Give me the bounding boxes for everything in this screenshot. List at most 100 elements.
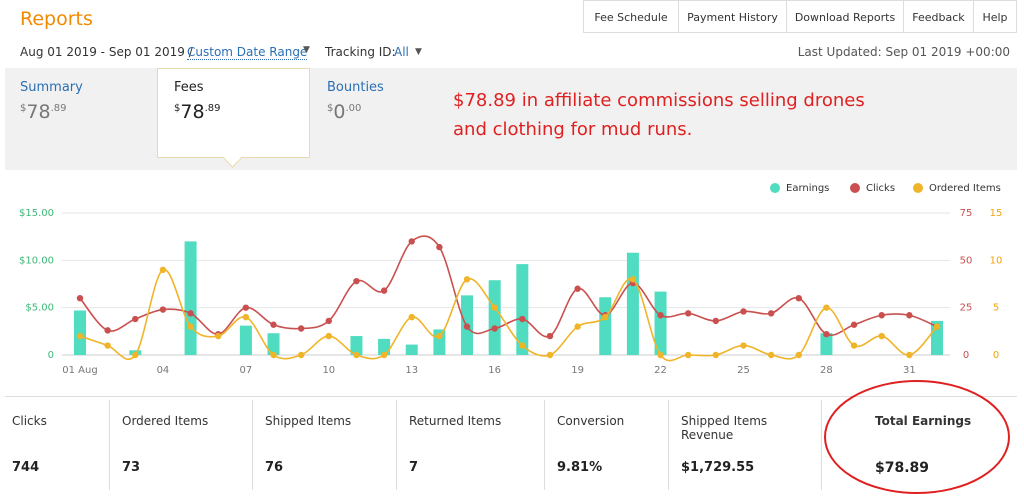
- legend-swatch: [850, 183, 860, 193]
- nav-button[interactable]: Help: [973, 0, 1017, 33]
- y3ticks-label: 0: [993, 350, 999, 361]
- point: [684, 310, 692, 317]
- last-updated: Last Updated: Sep 01 2019 +00:00: [797, 45, 1010, 59]
- point: [546, 351, 554, 359]
- x-tick-label: 04: [157, 365, 170, 376]
- dropdown-caret: ▼: [415, 47, 422, 57]
- x-tick-label: 25: [737, 365, 750, 376]
- point: [933, 323, 941, 330]
- tab-amount: $0.00: [327, 101, 384, 123]
- point: [657, 351, 664, 359]
- yticks-label: 0: [48, 350, 54, 361]
- point: [823, 330, 830, 338]
- point: [104, 327, 111, 334]
- stat-label: Returned Items: [409, 414, 502, 428]
- x-tick-label: 13: [405, 365, 418, 376]
- tracking-value[interactable]: All: [394, 45, 409, 59]
- nav-button[interactable]: Feedback: [903, 0, 974, 33]
- y2ticks-label: 50: [960, 255, 973, 266]
- stat-value: 73: [122, 460, 141, 475]
- point: [297, 325, 305, 332]
- x-tick-label: 01 Aug: [62, 365, 97, 376]
- custom-range[interactable]: Custom Date Range: [187, 45, 308, 60]
- point: [684, 351, 692, 359]
- tab-label: Bounties: [327, 80, 384, 95]
- point: [325, 317, 333, 325]
- stat: Clicks 744: [0, 400, 110, 490]
- point: [104, 342, 111, 349]
- point: [159, 306, 167, 313]
- point: [408, 238, 415, 245]
- x-tick-label: 16: [488, 365, 501, 376]
- point: [215, 332, 222, 340]
- legend-swatch: [770, 183, 780, 193]
- bar: [820, 333, 833, 355]
- stat-label: Shipped Items: [265, 414, 352, 428]
- tab[interactable]: Summary $78.89: [20, 80, 83, 123]
- nav-button[interactable]: Payment History: [678, 0, 787, 33]
- amount: 78: [180, 101, 205, 123]
- point: [712, 317, 720, 325]
- point: [878, 332, 885, 340]
- tab[interactable]: Bounties $0.00: [327, 80, 384, 123]
- point: [242, 313, 250, 321]
- point: [740, 308, 747, 315]
- y2ticks-label: 25: [960, 303, 973, 314]
- cents: .89: [50, 103, 67, 114]
- bar: [74, 310, 86, 355]
- legend-label: Clicks: [866, 183, 895, 194]
- bar: [405, 344, 418, 355]
- point: [546, 332, 554, 340]
- bar: [267, 333, 280, 355]
- stat-value: 9.81%: [557, 460, 603, 475]
- active-tab-box: [157, 68, 310, 158]
- legend-label: Ordered Items: [929, 183, 1001, 194]
- x-tick-label: 10: [322, 365, 335, 376]
- y3ticks-label: 5: [993, 303, 999, 314]
- point: [436, 243, 443, 251]
- bar: [654, 291, 667, 355]
- point: [629, 276, 637, 283]
- y3ticks-label: 10: [990, 255, 1003, 266]
- point: [132, 351, 139, 359]
- stat-label: Total Earnings: [875, 414, 972, 428]
- tracking-label: Tracking ID:: [325, 45, 396, 59]
- point: [519, 342, 526, 349]
- tab-label: Summary: [20, 80, 83, 95]
- point: [823, 304, 830, 311]
- stat-value: $1,729.55: [681, 460, 755, 475]
- nav-button[interactable]: Download Reports: [786, 0, 904, 33]
- legend-swatch: [913, 183, 923, 193]
- point: [767, 310, 775, 317]
- point: [767, 351, 775, 359]
- y2ticks-label: 0: [963, 350, 969, 361]
- tab[interactable]: Fees $78.89: [174, 80, 220, 123]
- point: [353, 277, 360, 285]
- page-title: Reports: [20, 8, 93, 30]
- divider: [5, 396, 1017, 397]
- annotation-line: $78.89 in affiliate commissions selling …: [453, 90, 865, 111]
- point: [353, 351, 360, 359]
- stat-label: Shipped Items Revenue: [681, 414, 768, 442]
- point: [602, 313, 609, 321]
- point: [795, 295, 802, 302]
- point: [408, 313, 415, 321]
- point: [187, 323, 194, 330]
- currency: $: [327, 103, 334, 114]
- currency: $: [174, 103, 181, 114]
- point: [906, 312, 913, 319]
- point: [270, 321, 277, 328]
- stat-label: Ordered Items: [122, 414, 209, 428]
- line: [79, 235, 938, 338]
- point: [132, 315, 139, 323]
- stat: Total Earnings $78.89: [822, 400, 1017, 490]
- point: [242, 304, 250, 311]
- legend-label: Earnings: [786, 183, 829, 194]
- point: [878, 312, 885, 319]
- chart: 0 $5.00 $10.00 $15.00 0 25 50 75 0 5 10 15 01 Aug 04 0…: [19, 183, 1003, 376]
- stat-value: 744: [12, 460, 40, 475]
- bar: [350, 336, 363, 355]
- point: [270, 351, 277, 359]
- nav-button[interactable]: Fee Schedule: [583, 0, 679, 33]
